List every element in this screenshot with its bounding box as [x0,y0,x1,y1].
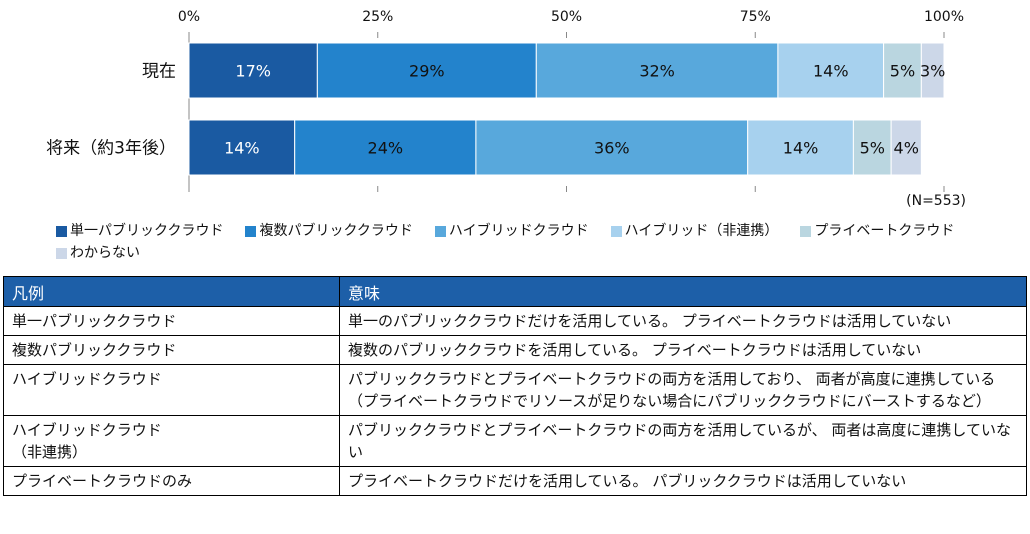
bar-segment [883,42,922,99]
legend-label: 単一パブリッククラウド [70,223,224,239]
legend-term-cell: 複数パブリッククラウド [3,335,340,365]
value-label: 5% [890,62,915,81]
bar-segment [188,119,296,176]
value-label: 14% [224,139,260,158]
value-label: 36% [594,139,630,158]
table-header-row: 凡例 意味 [3,276,1027,307]
legend-swatch [245,225,257,237]
x-tick-label: 100% [924,9,964,25]
value-label: 32% [639,62,675,81]
meaning-cell: パブリッククラウドとプライベートクラウドの両方を活用しているが、 両者は高度に連… [339,415,1027,467]
legend-swatch [800,225,812,237]
x-tick-label: 25% [362,9,393,25]
category-label: 現在 [142,62,176,82]
meaning-cell: 単一のパブリッククラウドだけを活用している。 プライベートクラウドは活用していな… [339,306,1027,336]
legend-item: 複数パブリッククラウド [245,222,413,240]
chart-legend: 単一パブリッククラウド 複数パブリッククラウド ハイブリッドクラウド ハイブリッド（非… [56,222,986,262]
legend-item: プライベートクラウド [800,222,954,240]
x-tick-label: 50% [551,9,582,25]
header-legend: 凡例 [3,276,340,307]
legend-term-cell: 単一パブリッククラウド [3,306,340,336]
legend-item: 単一パブリッククラウド [56,222,223,240]
category-label: 将来（約3年後） [46,139,176,159]
x-axis-ticks: 0% 25% 50% 75% 100% [178,9,964,192]
sample-size-note: (N=553) [906,193,966,209]
bar-segment [920,42,945,99]
x-tick-label: 0% [178,9,200,25]
legend-swatch [434,225,446,237]
value-label: 14% [813,62,849,81]
legend-item: ハイブリッド（非連携） [610,222,779,240]
value-label: 14% [783,139,819,158]
value-label: 5% [860,139,885,158]
bars: 現在 17% 29% 32% 14% 5% 3% 将来（約3年後） 14% 24% 36% 14% 5%… [46,42,945,176]
legend-swatch [56,247,67,259]
table-row: ハイブリッドクラウド パブリッククラウドとプライベートクラウドの両方を活用しており… [3,364,1027,416]
legend-item: わからない [56,244,140,262]
stacked-bar-chart: 0% 25% 50% 75% 100% 現在 17% 29% 32% 14% 5% 3% 将来（約3年… [46,9,966,209]
table-row: 単一パブリッククラウド 単一のパブリッククラウドだけを活用している。 プライベート… [3,306,1027,336]
x-tick-label: 75% [740,9,771,25]
legend-label: ハイブリッド（非連携） [624,223,779,239]
legend-swatch [56,225,67,237]
table-row: ハイブリッドクラウド （非連携） パブリッククラウドとプライベートクラウドの両方を… [3,415,1027,467]
legend-item: ハイブリッドクラウド [434,222,589,240]
bar-segment [777,42,885,99]
meaning-cell: 複数のパブリッククラウドを活用している。 プライベートクラウドは活用していない [339,335,1027,365]
legend-swatch [610,225,622,237]
bar-segment [316,42,537,99]
legend-label: ハイブリッドクラウド [448,223,589,239]
legend-label: 複数パブリッククラウド [259,223,413,239]
legend-label: わからない [70,245,140,261]
bar-segment [535,42,779,99]
header-meaning: 意味 [339,276,1027,307]
table-row: 複数パブリッククラウド 複数のパブリッククラウドを活用している。 プライベートクラ… [3,335,1027,365]
legend-term-cell: ハイブリッドクラウド [3,364,340,416]
bar-segment [890,119,922,176]
bar-segment [747,119,854,176]
legend-label: プライベートクラウド [814,223,955,239]
value-label: 17% [235,62,271,81]
legend-meaning-table: 凡例 意味 単一パブリッククラウド 単一のパブリッククラウドだけを活用している。 … [3,276,1027,496]
value-label: 3% [920,62,945,81]
legend-term-cell: ハイブリッドクラウド （非連携） [3,415,340,467]
value-label: 4% [894,139,919,158]
legend-term-cell: プライベートクラウドのみ [3,466,340,496]
bar-segment [294,119,477,176]
meaning-cell: パブリッククラウドとプライベートクラウドの両方を活用しており、 両者が高度に連携… [339,364,1027,416]
value-label: 24% [368,139,404,158]
meaning-cell: プライベートクラウドだけを活用している。 パブリッククラウドは活用していない [339,466,1027,496]
value-label: 29% [409,62,445,81]
table-row: プライベートクラウドのみ プライベートクラウドだけを活用している。 パブリッククラ… [3,466,1027,496]
